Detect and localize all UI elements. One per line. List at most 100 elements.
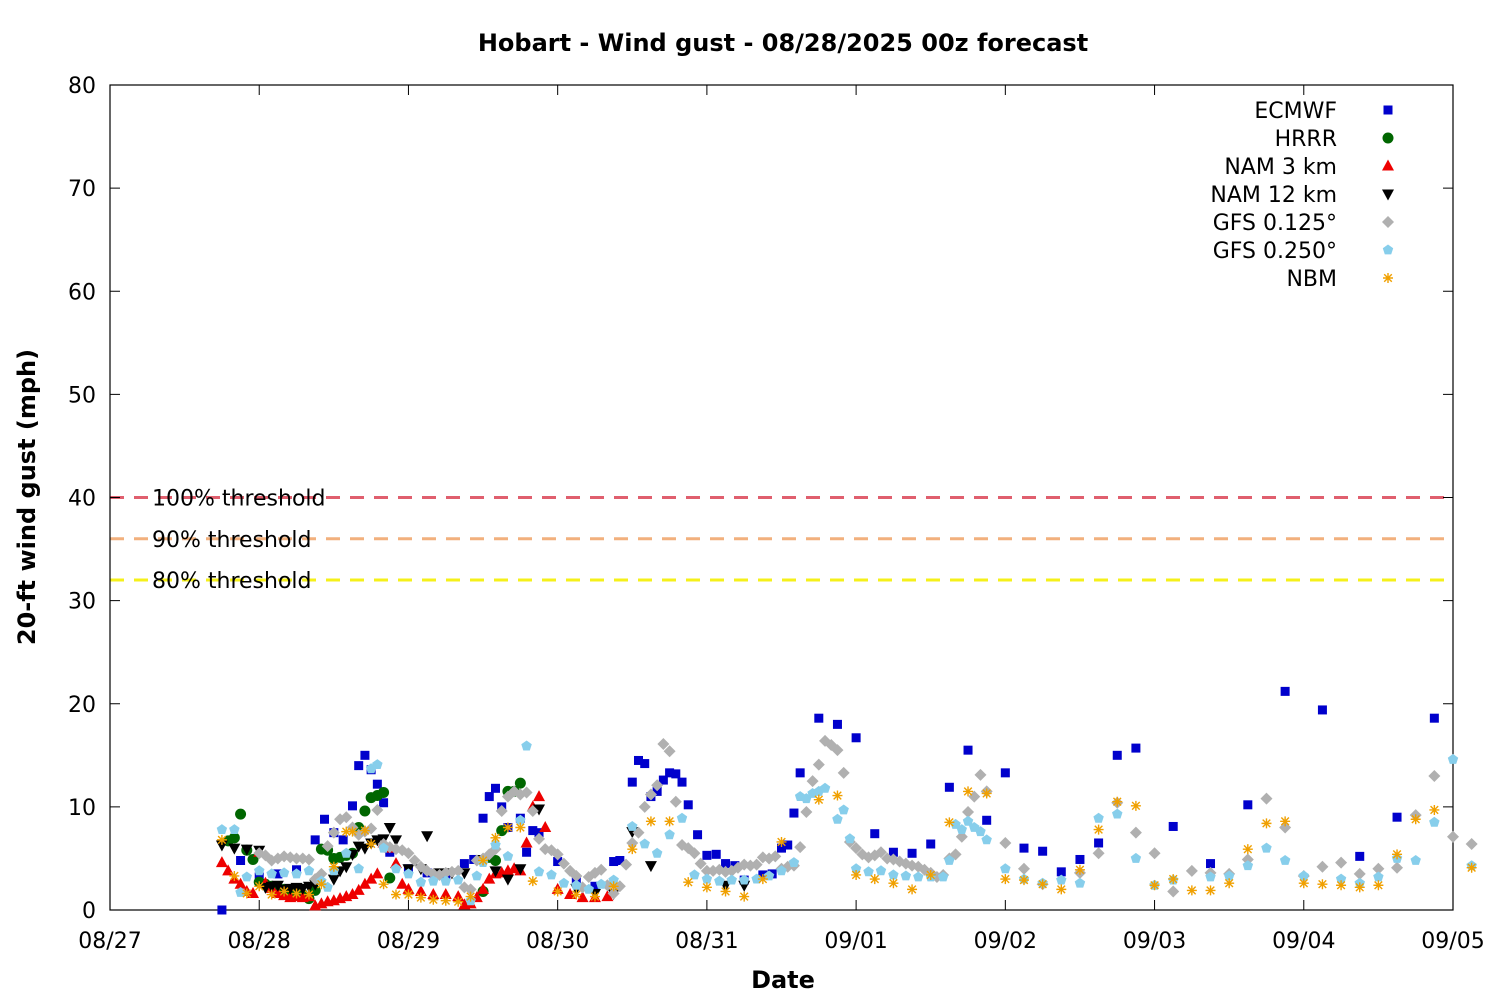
data-point bbox=[831, 744, 844, 757]
data-point bbox=[526, 805, 539, 817]
data-point bbox=[1373, 880, 1384, 891]
data-point bbox=[241, 888, 252, 899]
data-point bbox=[558, 877, 570, 888]
x-tick-label: 08/28 bbox=[228, 929, 291, 954]
data-point bbox=[1167, 885, 1180, 898]
chart-title: Hobart - Wind gust - 08/28/2025 00z fore… bbox=[478, 29, 1088, 57]
data-point bbox=[1373, 871, 1384, 882]
data-point bbox=[620, 858, 633, 871]
data-point bbox=[303, 889, 314, 900]
data-point bbox=[522, 847, 532, 857]
data-point bbox=[347, 801, 357, 811]
data-point bbox=[408, 854, 421, 867]
data-point bbox=[1316, 860, 1329, 873]
data-point bbox=[913, 871, 924, 882]
data-point bbox=[459, 859, 469, 869]
y-tick-label: 80 bbox=[68, 74, 96, 99]
data-point bbox=[515, 822, 526, 833]
data-point bbox=[608, 874, 619, 885]
x-tick-label: 09/01 bbox=[824, 929, 887, 954]
data-point bbox=[327, 826, 340, 839]
data-point bbox=[228, 843, 241, 855]
data-point bbox=[1224, 878, 1235, 889]
data-point bbox=[1429, 713, 1439, 723]
data-point bbox=[863, 866, 874, 877]
data-point bbox=[236, 856, 246, 865]
data-point bbox=[962, 806, 975, 819]
data-point bbox=[571, 879, 582, 890]
data-point bbox=[502, 850, 514, 861]
data-point bbox=[217, 905, 227, 915]
data-point bbox=[391, 889, 402, 900]
data-point bbox=[340, 862, 353, 874]
data-point bbox=[390, 857, 403, 869]
data-point bbox=[794, 841, 807, 854]
data-point bbox=[701, 873, 713, 884]
data-point bbox=[701, 882, 712, 893]
data-point bbox=[1206, 859, 1216, 869]
data-point bbox=[1149, 880, 1160, 891]
data-point bbox=[664, 816, 675, 827]
data-point bbox=[471, 870, 483, 881]
x-tick-label: 09/04 bbox=[1272, 929, 1335, 954]
data-point bbox=[478, 855, 489, 866]
data-point bbox=[851, 733, 861, 743]
data-point bbox=[832, 813, 843, 824]
data-point bbox=[1000, 863, 1011, 874]
data-point bbox=[439, 888, 452, 900]
data-point bbox=[557, 857, 570, 870]
data-point bbox=[874, 846, 887, 859]
data-point bbox=[378, 842, 389, 853]
data-point bbox=[390, 863, 402, 874]
data-point bbox=[962, 815, 974, 826]
data-point bbox=[657, 737, 670, 750]
legend-marker bbox=[1383, 273, 1393, 283]
y-tick-label: 30 bbox=[68, 590, 96, 615]
data-point bbox=[402, 847, 415, 860]
data-point bbox=[1429, 804, 1440, 815]
data-point bbox=[240, 844, 253, 856]
data-point bbox=[944, 855, 955, 865]
data-point bbox=[1093, 824, 1104, 835]
data-point bbox=[608, 881, 619, 892]
data-point bbox=[1168, 874, 1179, 885]
data-point bbox=[520, 836, 533, 848]
data-point bbox=[689, 869, 700, 880]
data-point bbox=[1075, 854, 1085, 864]
data-point bbox=[1465, 838, 1478, 850]
data-point bbox=[501, 874, 514, 886]
data-point bbox=[1038, 846, 1048, 856]
data-point bbox=[366, 839, 377, 849]
data-point bbox=[644, 861, 657, 873]
data-points bbox=[215, 686, 1478, 915]
series-5 bbox=[216, 740, 1477, 906]
data-point bbox=[520, 786, 533, 799]
data-point bbox=[739, 891, 750, 902]
data-point bbox=[383, 823, 396, 834]
data-point bbox=[1447, 753, 1459, 764]
threshold-lines: 100% threshold 90% threshold 80% threshold bbox=[110, 487, 1453, 594]
data-point bbox=[1261, 842, 1272, 853]
data-point bbox=[888, 878, 899, 889]
data-point bbox=[478, 813, 488, 823]
data-point bbox=[464, 883, 477, 896]
data-point bbox=[609, 857, 619, 867]
data-point bbox=[638, 800, 651, 813]
data-point bbox=[1205, 871, 1216, 882]
data-point bbox=[533, 832, 546, 845]
data-point bbox=[658, 775, 668, 785]
data-point bbox=[514, 777, 526, 789]
legend-label: NBM bbox=[1286, 267, 1337, 292]
data-point bbox=[254, 881, 265, 892]
data-point bbox=[1392, 812, 1402, 822]
data-point bbox=[1280, 816, 1291, 827]
legend-marker bbox=[1382, 216, 1394, 228]
data-point bbox=[372, 779, 382, 789]
data-point bbox=[832, 719, 842, 729]
data-point bbox=[693, 830, 703, 840]
data-point bbox=[1261, 818, 1272, 829]
data-point bbox=[546, 869, 557, 880]
data-point bbox=[1056, 884, 1067, 895]
